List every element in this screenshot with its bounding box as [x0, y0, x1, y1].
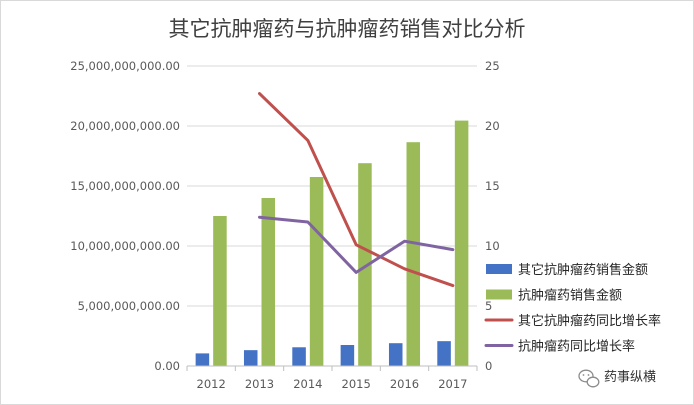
right-tick-label: 25 — [485, 59, 500, 73]
chart-title: 其它抗肿瘤药与抗肿瘤药销售对比分析 — [169, 17, 526, 41]
bar — [358, 163, 372, 366]
legend-swatch — [486, 264, 512, 274]
bar-series — [195, 120, 469, 366]
left-tick-label: 25,000,000,000.00 — [70, 59, 180, 73]
x-tick-label: 2015 — [342, 377, 371, 391]
x-tick-label: 2012 — [197, 377, 226, 391]
right-tick-label: 10 — [485, 239, 500, 253]
legend-label: 其它抗肿瘤药同比增长率 — [518, 313, 661, 329]
bar — [195, 353, 210, 366]
legend-label: 抗肿瘤药同比增长率 — [518, 339, 635, 355]
x-tick-label: 2017 — [438, 377, 467, 391]
right-tick-label: 20 — [485, 119, 500, 133]
bar — [309, 177, 324, 366]
legend-label: 其它抗肿瘤药销售金额 — [518, 262, 648, 278]
bar — [454, 120, 469, 366]
bar — [243, 350, 258, 366]
bar — [340, 345, 355, 366]
wechat-icon — [578, 369, 600, 388]
left-tick-label: 10,000,000,000.00 — [70, 239, 180, 253]
right-tick-label: 5 — [485, 299, 492, 313]
x-tick-label: 2014 — [293, 377, 322, 391]
left-tick-label: 15,000,000,000.00 — [70, 179, 180, 193]
series-line — [258, 92, 455, 288]
bar — [388, 343, 403, 366]
line-series — [258, 92, 455, 288]
x-axis: 2012 2013 2014 2015 2016 2017 — [186, 365, 478, 391]
right-tick-label: 15 — [485, 179, 500, 193]
bar — [261, 198, 276, 366]
left-tick-label: 0.00 — [154, 359, 180, 373]
x-tick-label: 2016 — [390, 377, 419, 391]
right-tick-label: 0 — [485, 359, 492, 373]
watermark-text: 药事纵横 — [604, 370, 656, 385]
left-axis: 0.00 5,000,000,000.00 10,000,000,000.00 15,… — [70, 59, 180, 373]
bar — [406, 142, 421, 366]
watermark: 药事纵横 — [578, 369, 656, 388]
x-tick-label: 2013 — [245, 377, 274, 391]
bar — [437, 341, 451, 366]
legend-label: 抗肿瘤药销售金额 — [518, 288, 622, 304]
bar — [292, 347, 306, 366]
left-tick-label: 5,000,000,000.00 — [78, 299, 180, 313]
bar — [213, 216, 227, 366]
left-tick-label: 20,000,000,000.00 — [70, 119, 180, 133]
right-axis: 0 5 10 15 20 25 — [485, 59, 500, 373]
legend-swatch — [486, 289, 512, 300]
series-line — [258, 215, 455, 274]
